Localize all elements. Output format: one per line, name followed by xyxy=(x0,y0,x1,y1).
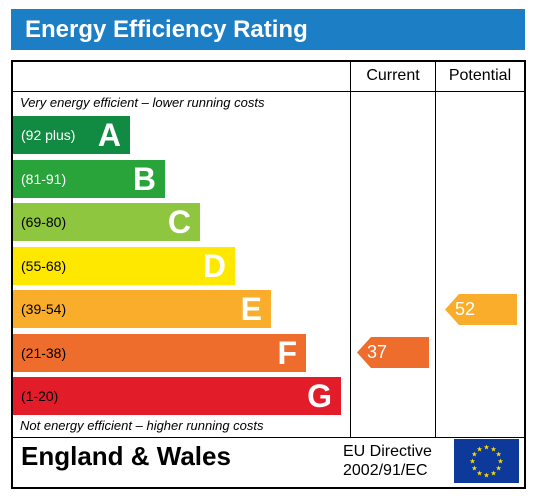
band-letter: B xyxy=(132,160,156,197)
arrow-shape xyxy=(357,337,429,368)
band-letter: D xyxy=(202,247,226,284)
star-icon: ★ xyxy=(490,470,496,478)
star-icon: ★ xyxy=(471,465,477,473)
band-range: (39-54) xyxy=(21,301,67,317)
potential-rating-value: 52 xyxy=(445,299,475,320)
band-range: (92 plus) xyxy=(21,127,76,143)
title-bar: Energy Efficiency Rating xyxy=(11,9,525,50)
star-icon: ★ xyxy=(469,458,475,466)
star-icon: ★ xyxy=(495,465,501,473)
star-icon: ★ xyxy=(495,451,501,459)
band-range: (69-80) xyxy=(21,214,67,230)
band-letter: G xyxy=(307,378,332,414)
band-f: (21-38) F xyxy=(13,333,306,372)
band-e: (39-54) E xyxy=(13,290,271,328)
star-icon: ★ xyxy=(476,470,482,478)
eu-directive: EU Directive 2002/91/EC xyxy=(343,442,449,480)
band-letter: C xyxy=(167,204,191,240)
column-divider xyxy=(435,62,436,437)
eu-stars: ★ ★★★★★★★★★★★ xyxy=(469,444,503,480)
band-letter: E xyxy=(240,291,262,327)
note-inefficient: Not energy efficient – higher running co… xyxy=(20,418,264,433)
band-c: (69-80) C xyxy=(13,203,200,241)
band-range: (1-20) xyxy=(21,388,59,404)
band-range: (21-38) xyxy=(21,344,67,361)
eu-flag-icon: ★ ★ ★ ★ ★ ★ ★ ★ ★ ★ ★ ★ xyxy=(454,439,519,483)
region-label: England & Wales xyxy=(21,441,231,471)
directive-line-2: 2002/91/EC xyxy=(343,462,428,479)
rating-table: Current Potential Very energy efficient … xyxy=(11,60,526,489)
current-rating-value: 37 xyxy=(357,342,387,363)
band-range: (55-68) xyxy=(21,257,67,274)
arrow-shape xyxy=(445,293,517,325)
band-range: (81-91) xyxy=(21,170,67,187)
column-divider xyxy=(350,62,351,437)
band-letter: A xyxy=(97,117,121,153)
directive-line-1: EU Directive xyxy=(343,443,432,460)
band-a: (92 plus) A xyxy=(13,116,130,154)
band-g: (1-20) G xyxy=(13,377,341,415)
column-header-potential: Potential xyxy=(448,67,512,84)
band-letter: F xyxy=(277,334,297,371)
star-icon: ★ xyxy=(471,451,477,459)
star-icon: ★ xyxy=(476,445,482,453)
band-b: (81-91) B xyxy=(13,159,165,198)
star-icon: ★ xyxy=(490,445,496,453)
star-icon: ★ xyxy=(497,458,503,466)
star-icon: ★ xyxy=(483,444,489,452)
header-divider xyxy=(13,91,524,92)
page-title: Energy Efficiency Rating xyxy=(25,16,308,43)
footer-divider xyxy=(13,437,524,438)
note-efficient: Very energy efficient – lower running co… xyxy=(20,95,265,110)
star-icon: ★ xyxy=(483,472,489,480)
column-header-current: Current xyxy=(366,67,420,84)
band-d: (55-68) D xyxy=(13,246,235,285)
